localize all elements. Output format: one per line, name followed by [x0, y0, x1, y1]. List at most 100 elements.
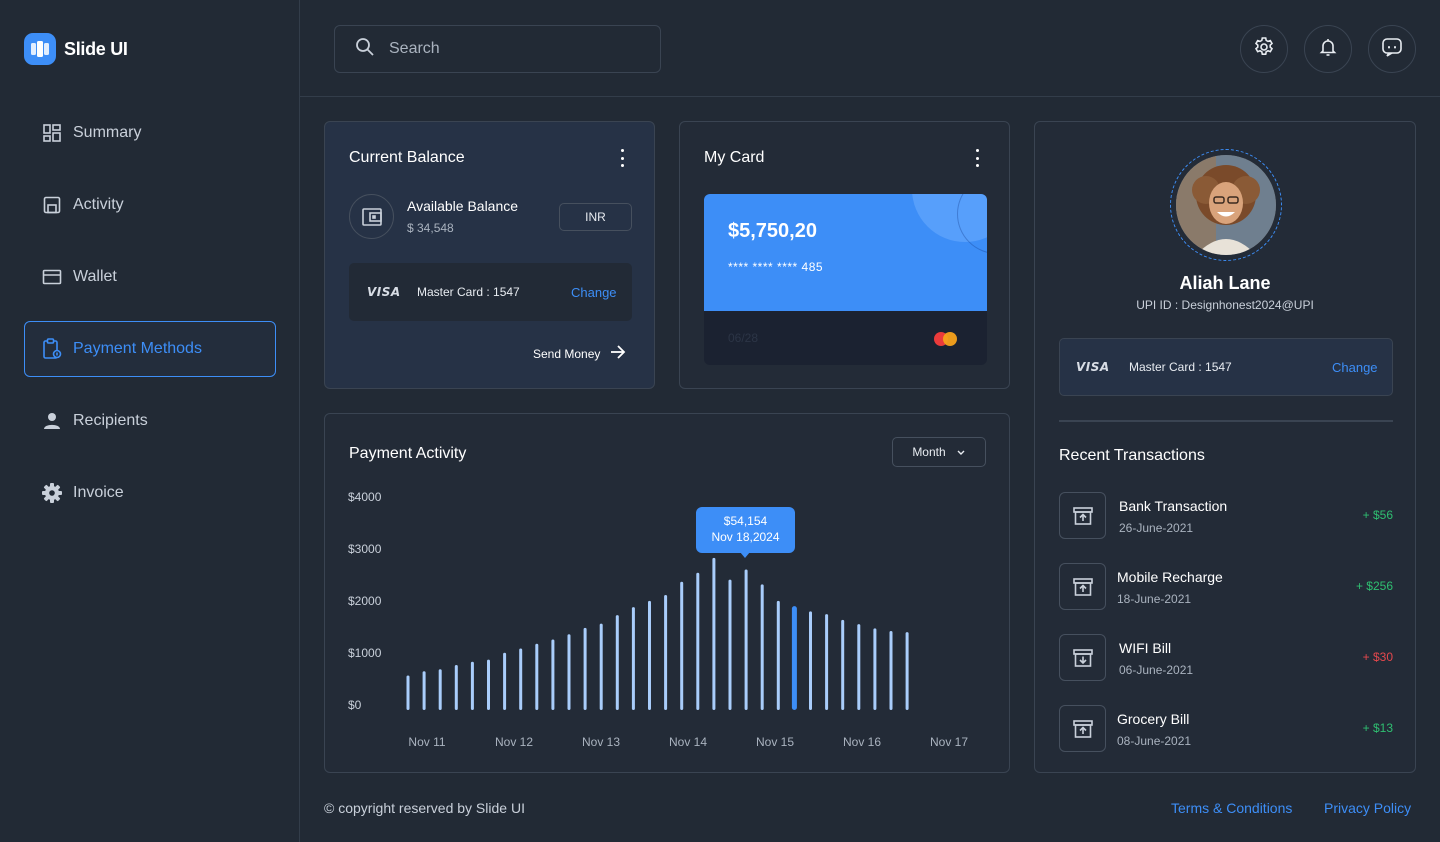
chart-tooltip: $54,154 Nov 18,2024 — [696, 507, 795, 558]
app-name: Slide UI — [64, 38, 128, 59]
payment-activity-card: Payment Activity Month $4000 $3000 $2000… — [324, 413, 1010, 773]
transaction-row[interactable]: Bank Transaction 26-June-2021 + $56 — [1059, 492, 1393, 540]
more-options-icon[interactable] — [619, 149, 625, 167]
chart-bar[interactable] — [648, 600, 651, 710]
chart-bar[interactable] — [857, 624, 861, 710]
chart-bar[interactable] — [728, 579, 732, 710]
chart-bar[interactable] — [776, 600, 780, 710]
chevron-down-icon — [956, 445, 966, 459]
card-title: Current Balance — [349, 149, 465, 166]
user-icon — [41, 410, 63, 432]
chart-bar[interactable] — [470, 661, 474, 710]
chart-bar[interactable] — [535, 643, 539, 710]
sidebar-item-activity[interactable]: Activity — [24, 177, 276, 233]
sidebar-item-payment-methods[interactable]: Payment Methods — [24, 321, 276, 377]
chart-bar[interactable] — [809, 611, 812, 710]
visa-logo: VISA — [367, 285, 401, 299]
transaction-name: Mobile Recharge — [1117, 569, 1223, 585]
chart-bar[interactable] — [873, 628, 877, 710]
chart-bar[interactable] — [551, 639, 555, 710]
card-selector: VISA Master Card : 1547 Change — [1059, 338, 1393, 396]
avatar[interactable] — [1176, 155, 1276, 255]
chart-bar[interactable] — [744, 569, 748, 710]
chart-bar[interactable] — [406, 675, 410, 710]
transaction-amount: + $56 — [1362, 508, 1393, 522]
x-axis-tick-label: Nov 14 — [668, 735, 708, 749]
y-axis-tick-label: $0 — [348, 698, 362, 712]
profile-upi-id: UPI ID : Designhonest2024@UPI — [1136, 298, 1314, 312]
chart-bar[interactable] — [664, 594, 668, 710]
x-axis-tick-label: Nov 16 — [842, 735, 882, 749]
transaction-row[interactable]: Mobile Recharge 18-June-2021 + $256 — [1059, 563, 1393, 611]
period-dropdown[interactable]: Month — [892, 437, 986, 467]
transaction-row[interactable]: Grocery Bill 08-June-2021 + $13 — [1059, 705, 1393, 753]
x-axis-tick-label: Nov 17 — [929, 735, 969, 749]
chart-bar[interactable] — [825, 614, 829, 710]
transaction-date: 08-June-2021 — [1117, 734, 1192, 748]
chart-bar[interactable] — [696, 572, 700, 710]
send-money-button[interactable]: Send Money — [533, 345, 626, 362]
y-axis-tick-label: $4000 — [348, 490, 382, 504]
search-box[interactable] — [334, 25, 661, 73]
sidebar: Slide UI Summary Activity Wallet Payment… — [0, 0, 300, 842]
currency-selector[interactable]: INR — [559, 203, 632, 231]
card-label: Master Card : 1547 — [417, 285, 520, 299]
sidebar-item-invoice[interactable]: Invoice — [24, 465, 276, 521]
sidebar-nav: Summary Activity Wallet Payment Methods … — [24, 105, 276, 537]
transaction-name: Grocery Bill — [1117, 711, 1190, 727]
send-money-label: Send Money — [533, 346, 601, 361]
chart-bar[interactable] — [712, 557, 716, 710]
settings-button[interactable] — [1240, 25, 1288, 73]
transaction-row[interactable]: WIFI Bill 06-June-2021 + $30 — [1059, 634, 1393, 682]
summary-grid-icon — [41, 122, 63, 144]
chart-bar[interactable] — [567, 634, 571, 710]
profile-panel: Aliah Lane UPI ID : Designhonest2024@UPI… — [1034, 121, 1416, 773]
chart-bar[interactable] — [487, 659, 490, 710]
chart-bar[interactable] — [454, 664, 458, 710]
payment-card[interactable]: $5,750,20 **** **** **** 485 06/28 — [704, 194, 987, 365]
transaction-name: Bank Transaction — [1119, 498, 1228, 514]
tooltip-value: $54,154 — [723, 514, 768, 528]
chart-bar-highlighted[interactable] — [791, 606, 797, 710]
change-card-link[interactable]: Change — [1332, 359, 1378, 375]
more-options-icon[interactable] — [974, 149, 980, 167]
settings-gear-icon — [1253, 36, 1275, 63]
download-box-icon — [1059, 634, 1106, 681]
chart-bar[interactable] — [583, 627, 587, 710]
chart-bar[interactable] — [841, 619, 845, 710]
sidebar-item-wallet[interactable]: Wallet — [24, 249, 276, 305]
chart-bar[interactable] — [680, 581, 684, 710]
chart-bar[interactable] — [599, 623, 603, 710]
change-card-link[interactable]: Change — [571, 284, 617, 300]
chart-bar[interactable] — [422, 671, 426, 710]
x-axis-tick-label: Nov 12 — [494, 735, 534, 749]
chart-bar[interactable] — [631, 607, 635, 710]
chart-bar[interactable] — [760, 584, 764, 710]
chart-bar[interactable] — [503, 652, 507, 710]
card-title: My Card — [704, 149, 765, 166]
notifications-button[interactable] — [1304, 25, 1352, 73]
chart-bar[interactable] — [889, 631, 893, 710]
sidebar-item-summary[interactable]: Summary — [24, 105, 276, 161]
sidebar-item-recipients[interactable]: Recipients — [24, 393, 276, 449]
recent-transactions-title: Recent Transactions — [1059, 447, 1205, 464]
copyright-text: © copyright reserved by Slide UI — [324, 800, 525, 816]
card-selector: VISA Master Card : 1547 Change — [349, 263, 632, 321]
arrow-right-icon — [610, 345, 626, 362]
chart-bar[interactable] — [438, 669, 442, 710]
messages-button[interactable] — [1368, 25, 1416, 73]
search-input[interactable] — [389, 40, 619, 58]
transaction-amount: + $30 — [1362, 650, 1393, 664]
gear-icon — [41, 482, 63, 504]
chart-bar[interactable] — [519, 648, 523, 710]
privacy-policy-link[interactable]: Privacy Policy — [1324, 800, 1412, 816]
chart-bar[interactable] — [615, 615, 619, 710]
terms-link[interactable]: Terms & Conditions — [1171, 800, 1293, 816]
period-label: Month — [912, 445, 946, 459]
topbar — [300, 0, 1440, 97]
transaction-date: 26-June-2021 — [1119, 521, 1194, 535]
my-card-panel: My Card $5,750,20 **** **** **** 485 06/… — [679, 121, 1010, 389]
chart-bar[interactable] — [905, 632, 909, 710]
y-axis-tick-label: $1000 — [348, 646, 382, 660]
app-logo[interactable]: Slide UI — [24, 33, 128, 65]
